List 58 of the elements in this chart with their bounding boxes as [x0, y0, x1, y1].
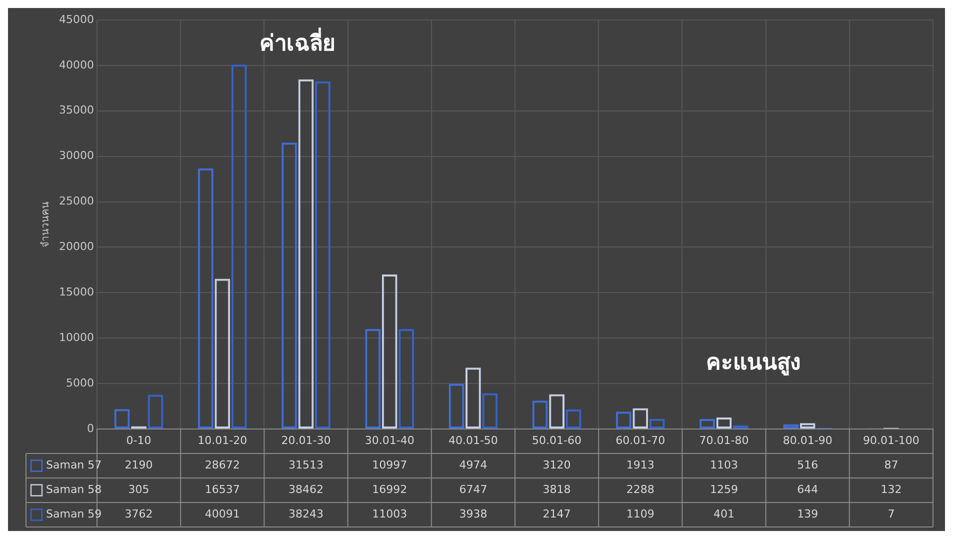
data-label: 516: [797, 458, 818, 472]
data-label: 2147: [542, 508, 571, 521]
y-tick-label: 5000: [66, 376, 94, 390]
data-label: 40091: [204, 508, 240, 521]
data-label: 3120: [542, 458, 571, 472]
x-tick-label: 70.01-80: [699, 434, 749, 448]
x-tick-label: 0-10: [126, 434, 152, 448]
y-tick-label: 25000: [58, 194, 94, 208]
legend-label: Saman 59: [46, 508, 102, 521]
annotation: คะแนนสูง: [706, 350, 801, 376]
bar: [733, 425, 748, 428]
data-label: 1109: [626, 508, 654, 521]
y-tick-label: 35000: [58, 104, 94, 117]
legend-label: Saman 57: [46, 458, 102, 472]
x-tick-label: 80.01-90: [782, 434, 832, 448]
bar: [783, 424, 799, 428]
data-label: 16992: [372, 483, 408, 496]
x-tick-label: 60.01-70: [616, 434, 666, 448]
data-label: 3938: [459, 508, 488, 521]
y-tick-label: 10000: [58, 330, 94, 344]
data-label: 305: [128, 483, 150, 496]
data-label: 3818: [542, 483, 571, 496]
data-label: 132: [880, 483, 902, 496]
data-label: 4974: [459, 458, 488, 472]
x-tick-label: 50.01-60: [532, 434, 582, 448]
data-label: 2288: [626, 483, 654, 496]
y-tick-label: 30000: [58, 149, 94, 162]
data-label: 11003: [372, 508, 408, 521]
data-label: 401: [714, 508, 734, 521]
y-axis-title: จำนวนคน: [40, 202, 52, 248]
data-label: 1103: [710, 458, 738, 472]
data-label: 7: [888, 508, 895, 521]
data-label: 6747: [459, 483, 488, 496]
y-tick-label: 15000: [58, 286, 94, 299]
y-tick-label: 20000: [58, 240, 94, 254]
x-tick-label: 30.01-40: [364, 434, 414, 448]
x-tick-label: 10.01-20: [198, 434, 248, 448]
data-label: 38462: [288, 483, 324, 496]
data-label: 2190: [124, 458, 153, 472]
data-label: 3762: [124, 508, 153, 521]
data-label: 28672: [204, 458, 240, 472]
data-label: 31513: [288, 458, 324, 472]
y-tick-label: 40000: [58, 58, 94, 72]
data-label: 644: [797, 483, 818, 496]
data-label: 16537: [204, 483, 240, 496]
legend-label: Saman 58: [46, 483, 102, 496]
data-label: 139: [797, 508, 818, 521]
annotation: ค่าเฉลี่ย: [260, 26, 336, 56]
data-label: 87: [884, 458, 898, 472]
data-label: 38243: [288, 508, 324, 521]
y-tick-label: 45000: [58, 12, 94, 26]
y-tick-label: 0: [86, 422, 94, 435]
x-tick-label: 90.01-100: [862, 434, 920, 448]
data-label: 1259: [710, 483, 738, 496]
data-label: 10997: [372, 458, 408, 472]
x-tick-label: 20.01-30: [281, 434, 331, 448]
x-tick-label: 40.01-50: [448, 434, 498, 448]
data-label: 1913: [626, 458, 654, 472]
